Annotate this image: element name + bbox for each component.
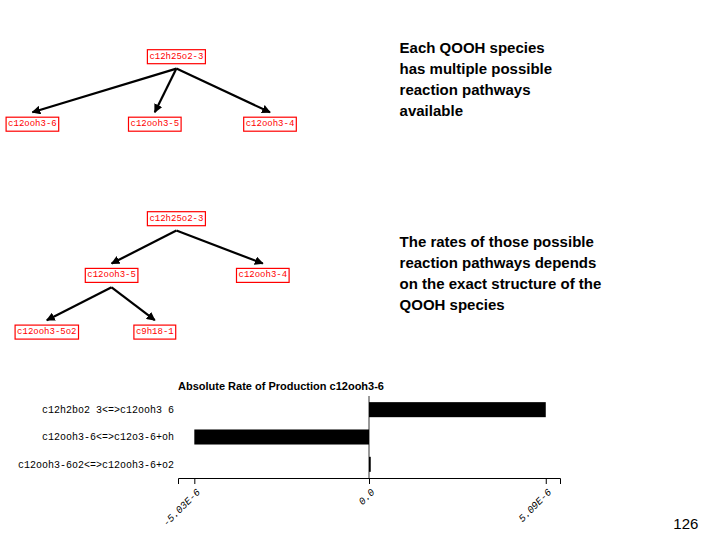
x-tick-label: 5.09E-6	[517, 487, 554, 524]
arrow	[112, 231, 177, 264]
box: c9h18-1	[134, 325, 176, 339]
chart-title: Absolute Rate of Production c12ooh3-6	[178, 380, 384, 392]
box-frame	[147, 50, 205, 64]
arrow	[32, 69, 176, 113]
x-tick: 0.0	[357, 478, 378, 508]
box-label: c12h25o2-3	[149, 214, 203, 224]
annotation-line: reaction pathways	[400, 81, 531, 98]
x-axis-line	[179, 479, 561, 485]
box-frame	[128, 117, 181, 131]
x-tick-label: 0.0	[357, 487, 378, 508]
box-label: c12h25o2-3	[149, 52, 203, 62]
y-axis: c12h2bo2 3<=>c12ooh3 6 c12ooh3-6<=>c12o3-…	[18, 405, 178, 471]
boxes: c12h25o2-3 c12ooh3-6 c12ooh3-5 c12ooh3-4 c12…	[6, 50, 296, 339]
annotation-line: Each QOOH species	[400, 39, 545, 56]
zero-line	[369, 396, 370, 478]
y-tick-label: c12ooh3-6o2<=>c12ooh3-6+o2	[18, 460, 174, 471]
annotation-line: on the exact structure of the	[400, 275, 602, 292]
arrow	[112, 287, 155, 320]
box: c12ooh3-5	[85, 268, 138, 282]
bar	[369, 402, 546, 417]
box: c12ooh3-4	[236, 268, 289, 282]
box-frame	[6, 117, 59, 131]
arrow	[176, 69, 270, 113]
box-frame	[236, 268, 289, 282]
chart: c12h25o2-3 c12ooh3-6 c12ooh3-5 c12ooh3-4 c12…	[0, 0, 720, 540]
page-number: 126	[673, 515, 698, 532]
x-tick: -5.03E-6	[161, 478, 203, 529]
plot-area	[194, 402, 545, 472]
arrows	[32, 69, 270, 321]
box-frame	[85, 268, 138, 282]
box-label: c12ooh3-4	[246, 119, 295, 129]
box: c12ooh3-5	[128, 117, 181, 131]
box: c12ooh3-6	[6, 117, 59, 131]
annotation-line: reaction pathways depends	[400, 254, 597, 271]
annotation-line: has multiple possible	[400, 60, 553, 77]
y-tick: c12ooh3-6<=>c12o3-6+oh	[42, 432, 178, 443]
box-label: c12ooh3-5o2	[17, 327, 76, 337]
annotation-line: available	[400, 102, 463, 119]
bar-chart: -5.03E-6 0.0 5.09E-6 c12h2bo2 3<=>c12ooh3 6…	[18, 380, 561, 529]
box: c12ooh3-5o2	[15, 325, 78, 339]
box-frame	[134, 325, 176, 339]
y-tick-label: c12ooh3-6<=>c12o3-6+oh	[42, 432, 174, 443]
arrow	[47, 287, 112, 320]
arrow	[176, 231, 262, 264]
y-tick: c12h2bo2 3<=>c12ooh3 6	[42, 405, 178, 416]
box-label: c12ooh3-5	[130, 119, 179, 129]
annotation-line: The rates of those possible	[400, 233, 594, 250]
x-tick-mark	[369, 478, 370, 484]
x-tick-mark	[194, 478, 195, 484]
box-frame	[147, 212, 205, 226]
bar	[194, 429, 369, 444]
x-axis: -5.03E-6 0.0 5.09E-6	[161, 478, 560, 529]
y-tick: c12ooh3-6o2<=>c12ooh3-6+o2	[18, 460, 178, 471]
annotation: Each QOOH species has multiple possible re…	[400, 39, 553, 119]
box-label: c12ooh3-5	[87, 270, 136, 280]
annotation-line: QOOH species	[400, 296, 505, 313]
y-tick-label: c12h2bo2 3<=>c12ooh3 6	[42, 405, 174, 416]
box: c12h25o2-3	[147, 212, 205, 226]
box: c12ooh3-4	[244, 117, 297, 131]
box-label: c9h18-1	[136, 327, 174, 337]
box: c12h25o2-3	[147, 50, 205, 64]
box-frame	[244, 117, 297, 131]
box-label: c12ooh3-6	[8, 119, 57, 129]
box-label: c12ooh3-4	[238, 270, 287, 280]
x-tick: 5.09E-6	[517, 478, 554, 525]
x-tick-label: -5.03E-6	[161, 487, 203, 529]
box-frame	[15, 325, 78, 339]
x-tick-mark	[546, 478, 547, 484]
arrow	[155, 69, 177, 113]
annotation: The rates of those possible reaction path…	[400, 233, 602, 313]
